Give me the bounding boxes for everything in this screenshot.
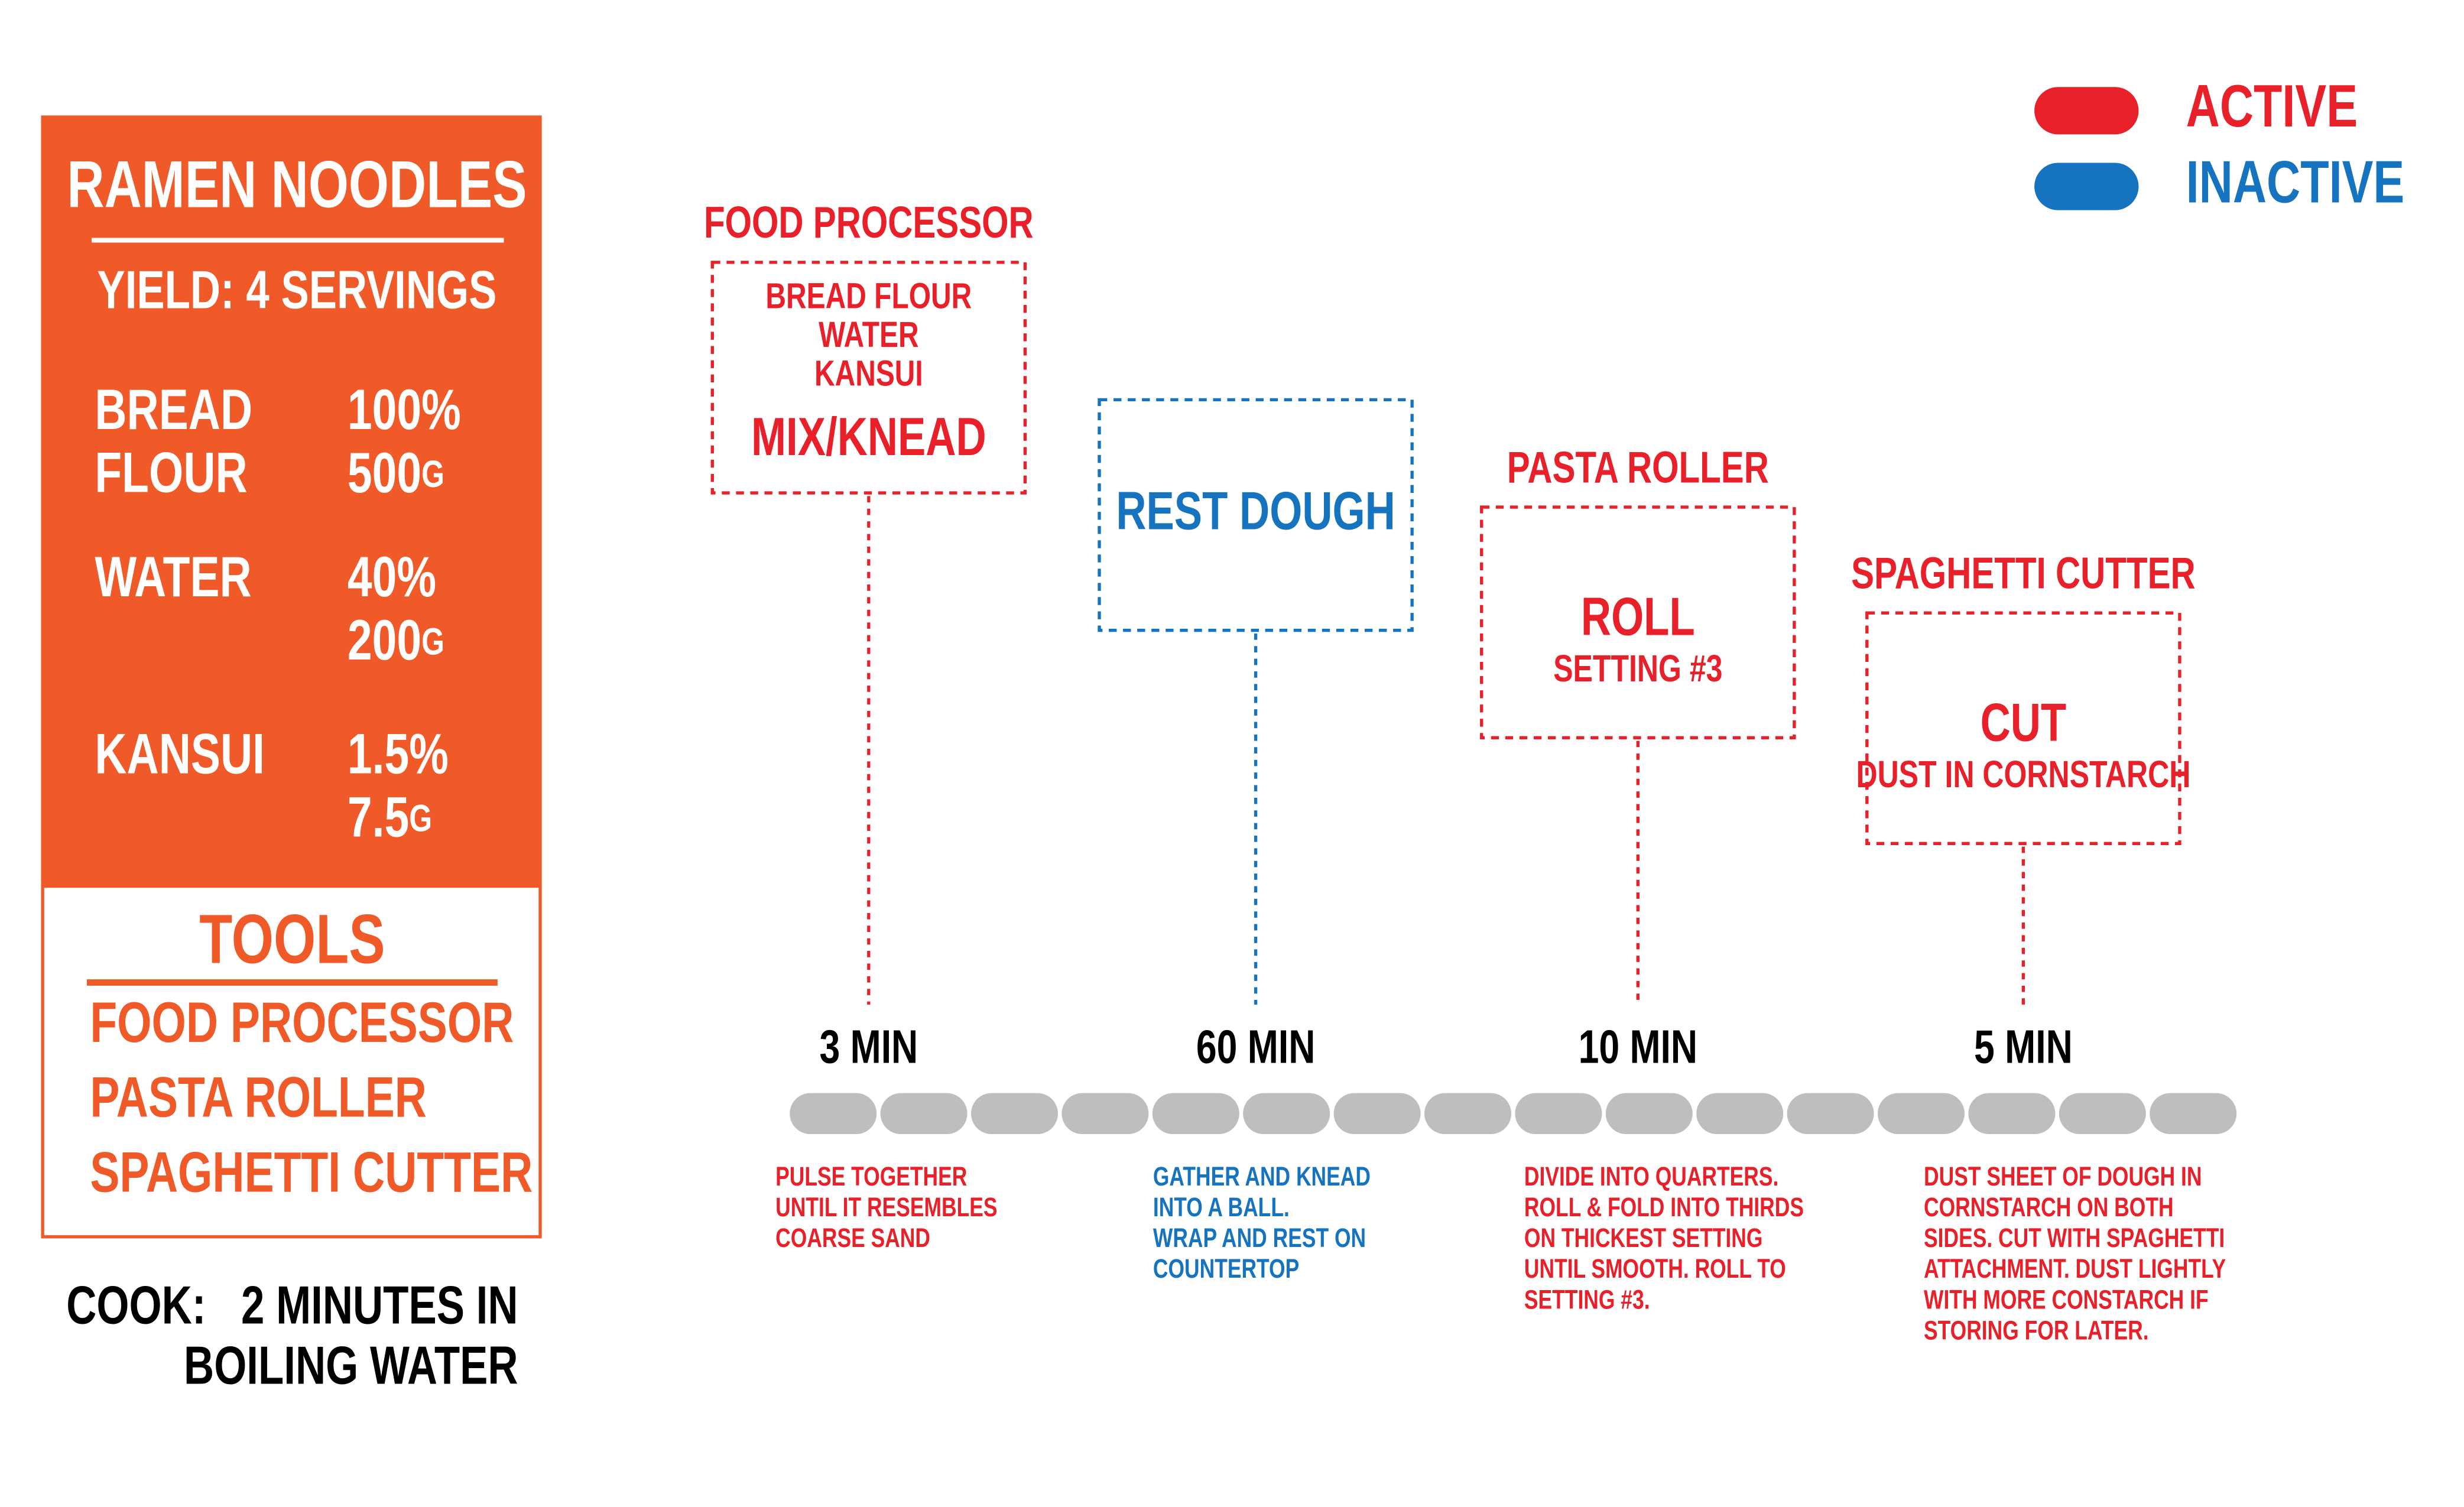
cook-label: COOK: [66, 1275, 206, 1335]
tool-item: SPAGHETTI CUTTER [90, 1141, 533, 1204]
legend-swatch [2034, 87, 2139, 135]
step-description: CORNSTARCH ON BOTH [1924, 1192, 2174, 1222]
timeline-segment [1968, 1093, 2056, 1135]
step-description: UNTIL SMOOTH. ROLL TO [1524, 1253, 1786, 1284]
step-description: SIDES. CUT WITH SPAGHETTI [1924, 1223, 2225, 1253]
timeline-segment [790, 1093, 877, 1135]
timeline-segment [1243, 1093, 1330, 1135]
ingredient-amount: 7.5G [348, 785, 432, 849]
timeline-segment [2150, 1093, 2237, 1135]
legend-label: INACTIVE [2186, 149, 2405, 216]
timeline-segment [971, 1093, 1058, 1135]
timeline-segment [1877, 1093, 1965, 1135]
step-time: 3 MIN [819, 1021, 918, 1073]
ingredient-name: KANSUI [95, 723, 265, 786]
step-description: SETTING #3. [1524, 1284, 1650, 1314]
step-action: CUT [1981, 693, 2067, 752]
step-box [710, 261, 1027, 495]
timeline-segment [1787, 1093, 1874, 1135]
timeline-segment [1424, 1093, 1511, 1135]
tool-item: PASTA ROLLER [90, 1066, 427, 1129]
step-description: ATTACHMENT. DUST LIGHTLY [1924, 1253, 2226, 1284]
card-title: RAMEN NOODLES [67, 148, 527, 222]
step-tool: PASTA ROLLER [1507, 443, 1769, 492]
step-description: DUST SHEET OF DOUGH IN [1924, 1161, 2202, 1191]
step-tool: SPAGHETTI CUTTER [1851, 549, 2195, 599]
timeline-segment [1515, 1093, 1602, 1135]
amount-unit: G [409, 798, 432, 840]
step-action: MIX/KNEAD [751, 407, 986, 466]
step-description: PULSE TOGETHER [775, 1161, 967, 1191]
timeline-segment [1605, 1093, 1693, 1135]
timeline-segment [880, 1093, 968, 1135]
step-box [1480, 505, 1796, 739]
ingredient-name: WATER [95, 545, 251, 609]
timeline-segment [1696, 1093, 1784, 1135]
amount-unit: G [421, 453, 444, 495]
amount-value: 7.5 [348, 785, 409, 849]
step-ingredient: BREAD FLOUR [765, 275, 972, 316]
amount-value: 500 [348, 441, 421, 505]
step-description: UNTIL IT RESEMBLES [775, 1192, 997, 1222]
legend-label: ACTIVE [2186, 73, 2358, 140]
step-time: 60 MIN [1196, 1021, 1316, 1073]
step-action: REST DOUGH [1116, 481, 1395, 541]
cook-line: 2 MINUTES IN [241, 1275, 518, 1335]
step-description: WITH MORE CONSTARCH IF [1924, 1284, 2209, 1314]
ingredient-percent: 40% [348, 545, 436, 609]
tool-item: FOOD PROCESSOR [90, 991, 514, 1054]
ingredient-percent: 1.5% [348, 723, 449, 786]
ingredient-amount: 200G [348, 609, 444, 672]
step-ingredient: KANSUI [814, 353, 923, 394]
step-time: 5 MIN [1974, 1021, 2073, 1073]
step-description: GATHER AND KNEAD [1153, 1161, 1371, 1191]
legend-swatch [2034, 163, 2139, 210]
step-description: DIVIDE INTO QUARTERS. [1524, 1161, 1778, 1191]
step-action: ROLL [1581, 587, 1695, 647]
step-description: STORING FOR LATER. [1924, 1315, 2149, 1345]
timeline-segment [1061, 1093, 1149, 1135]
timeline-segment [1152, 1093, 1239, 1135]
step-description: INTO A BALL. [1153, 1192, 1290, 1222]
step-detail: DUST IN CORNSTARCH [1856, 754, 2190, 795]
ingredient-name: FLOUR [95, 441, 247, 505]
timeline-segment [1333, 1093, 1421, 1135]
step-box [1865, 611, 2181, 846]
step-description: COUNTERTOP [1153, 1253, 1299, 1284]
step-description: ROLL & FOLD INTO THIRDS [1524, 1192, 1804, 1222]
cook-line: BOILING WATER [184, 1336, 518, 1395]
amount-value: 200 [348, 609, 421, 672]
ingredient-amount: 500G [348, 441, 444, 505]
card-panel [41, 115, 542, 886]
step-description: ON THICKEST SETTING [1524, 1223, 1763, 1253]
step-description: COARSE SAND [775, 1223, 930, 1253]
step-description: WRAP AND REST ON [1153, 1223, 1366, 1253]
tools-panel [41, 884, 542, 1239]
timeline-segment [2059, 1093, 2146, 1135]
step-ingredient: WATER [819, 314, 919, 355]
ingredient-percent: 100% [348, 378, 461, 441]
step-tool: FOOD PROCESSOR [704, 198, 1034, 248]
step-time: 10 MIN [1579, 1021, 1698, 1073]
yield: YIELD: 4 SERVINGS [97, 260, 496, 320]
ingredient-name: BREAD [95, 378, 252, 441]
step-detail: SETTING #3 [1553, 648, 1722, 690]
amount-unit: G [421, 621, 444, 663]
tools-title: TOOLS [199, 901, 385, 978]
